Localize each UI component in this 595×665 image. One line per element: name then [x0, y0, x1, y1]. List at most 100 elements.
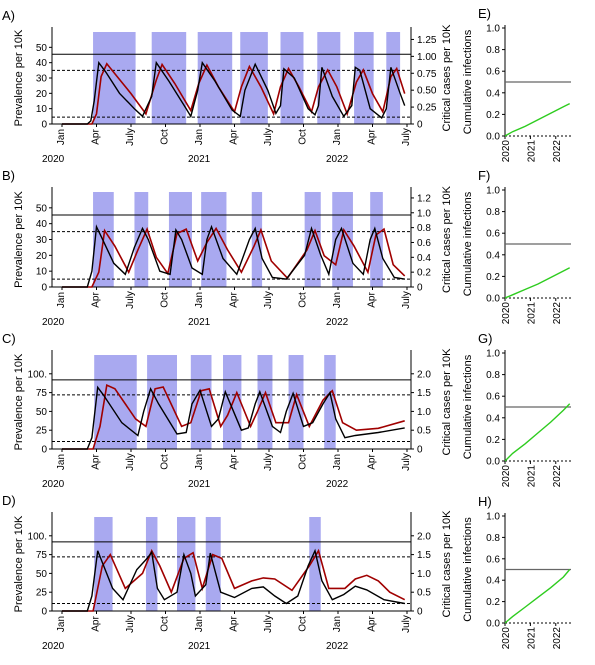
prevalence-line [62, 385, 405, 450]
left-tick-label: 30 [36, 235, 48, 246]
x-tick-label: Jan [332, 454, 343, 470]
right-tick-label: 0.4 [417, 253, 431, 264]
shaded-interval [309, 517, 321, 611]
right-tick-label: 0.5 [417, 588, 431, 599]
year-label: 2021 [188, 479, 211, 490]
left-tick-label: 50 [36, 203, 48, 214]
cumulative-y-label: Cumulative infections [462, 191, 474, 296]
x-tick-label: July [263, 291, 274, 309]
cumulative-x-tick-label: 2020 [501, 627, 512, 650]
x-tick-label: Jan [332, 129, 343, 145]
right-tick-label: 1.2 [417, 193, 431, 204]
shaded-interval [197, 32, 233, 124]
shaded-interval [370, 192, 383, 287]
x-tick-label: Jan [194, 454, 205, 470]
y-axis-label-left: Prevalence per 10K [13, 353, 25, 450]
year-label: 2020 [42, 479, 65, 490]
panel-label: A) [2, 8, 15, 23]
x-tick-label: Jan [194, 292, 205, 308]
x-tick-label: July [263, 128, 274, 146]
x-tick-label: Apr [367, 129, 378, 145]
x-tick-label: July [401, 128, 412, 146]
left-tick-label: 40 [36, 219, 48, 230]
panel-label: C) [2, 331, 16, 346]
x-tick-label: Jan [332, 616, 343, 632]
year-label: 2022 [326, 641, 349, 652]
cumulative-infections-line [504, 267, 571, 299]
x-tick-label: Jan [332, 292, 343, 308]
right-tick-label: 1.0 [417, 569, 431, 580]
x-tick-label: July [401, 291, 412, 309]
right-tick-label: 0.2 [417, 268, 431, 279]
cumulative-y-label: Cumulative infections [462, 29, 474, 134]
cumulative-x-tick-label: 2022 [552, 302, 563, 325]
left-tick-label: 10 [36, 267, 48, 278]
shaded-interval [145, 517, 158, 611]
critical-cases-line [62, 383, 405, 450]
left-tick-label: 20 [36, 89, 48, 100]
shaded-interval [94, 355, 137, 449]
left-tick-label: 20 [36, 251, 48, 262]
y-axis-label-left: Prevalence per 10K [13, 29, 25, 126]
x-tick-label: Apr [91, 454, 102, 470]
x-tick-label: Apr [229, 616, 240, 632]
cumulative-infections-line [504, 569, 571, 624]
cumulative-y-tick-label: 0.0 [486, 457, 500, 468]
critical-cases-line [62, 226, 406, 288]
x-tick-label: Jan [56, 292, 67, 308]
cumulative-x-tick-label: 2022 [552, 627, 563, 650]
x-tick-label: Oct [298, 616, 309, 632]
x-tick-label: Apr [229, 454, 240, 470]
shaded-interval [354, 32, 374, 124]
cumulative-x-tick-label: 2020 [501, 302, 512, 325]
right-tick-label: 1.0 [417, 407, 431, 418]
left-tick-label: 50 [36, 569, 48, 580]
panel-label: E) [478, 6, 491, 21]
cumulative-y-tick-label: 0.4 [486, 576, 500, 587]
cumulative-x-tick-label: 2022 [552, 465, 563, 488]
cumulative-y-tick-label: 0.0 [486, 294, 500, 305]
x-tick-label: July [401, 453, 412, 471]
cumulative-y-tick-label: 1.0 [486, 24, 500, 35]
cumulative-y-tick-label: 0.2 [486, 597, 500, 608]
x-tick-label: Apr [367, 454, 378, 470]
year-label: 2022 [326, 154, 349, 165]
x-tick-label: Oct [160, 454, 171, 470]
x-tick-label: Oct [298, 129, 309, 145]
cumulative-x-tick-label: 2021 [526, 302, 537, 325]
right-tick-label: 0.8 [417, 223, 431, 234]
shaded-interval [332, 192, 353, 287]
y-axis-label-right: Critical cases per 10K [441, 24, 453, 132]
left-tick-label: 0 [41, 120, 47, 131]
year-label: 2021 [188, 154, 211, 165]
right-tick-label: 0.75 [417, 69, 437, 80]
x-tick-label: July [401, 615, 412, 633]
x-tick-label: Jan [56, 129, 67, 145]
panel-label: B) [2, 168, 15, 183]
right-tick-label: 1.25 [417, 35, 437, 46]
panel-label: D) [2, 493, 16, 508]
right-tick-label: 1.0 [417, 208, 431, 219]
cumulative-y-tick-label: 0.6 [486, 554, 500, 565]
year-label: 2020 [42, 154, 65, 165]
cumulative-infections-line [504, 403, 571, 462]
cumulative-y-tick-label: 0.6 [486, 392, 500, 403]
x-tick-label: July [263, 453, 274, 471]
cumulative-y-tick-label: 0.2 [486, 272, 500, 283]
cumulative-y-tick-label: 0.6 [486, 67, 500, 78]
year-label: 2021 [188, 641, 211, 652]
cumulative-y-label: Cumulative infections [462, 354, 474, 459]
cumulative-y-tick-label: 0.8 [486, 370, 500, 381]
right-tick-label: 2.0 [417, 531, 431, 542]
shaded-interval [190, 355, 212, 449]
right-tick-label: 0.25 [417, 103, 437, 114]
left-tick-label: 30 [36, 74, 48, 85]
x-tick-label: Apr [91, 129, 102, 145]
prevalence-line [62, 224, 405, 288]
shaded-interval [280, 32, 304, 124]
cumulative-y-tick-label: 0.6 [486, 229, 500, 240]
year-label: 2022 [326, 317, 349, 328]
x-tick-label: Jan [194, 616, 205, 632]
cumulative-y-tick-label: 1.0 [486, 512, 500, 523]
